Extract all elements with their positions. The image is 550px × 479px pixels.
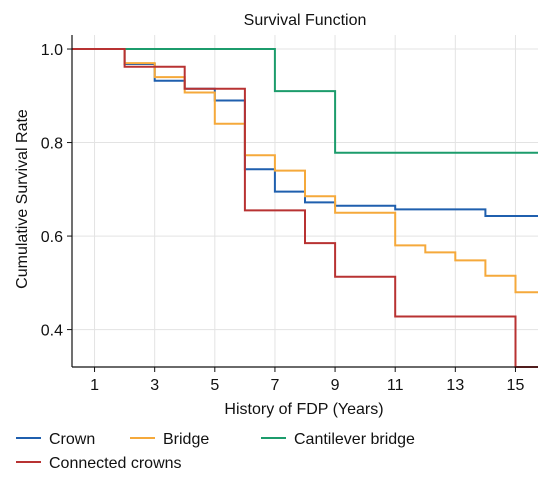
legend-label-crown: Crown xyxy=(49,431,95,448)
legend-label-cantilever-bridge: Cantilever bridge xyxy=(294,431,415,448)
axes xyxy=(67,35,538,372)
x-tick-label: 7 xyxy=(270,377,279,394)
legend-label-bridge: Bridge xyxy=(163,431,209,448)
tick-labels: 1 3 5 7 9 11 13 150.40.60.81.0 xyxy=(41,42,525,394)
y-tick-label: 0.6 xyxy=(41,229,63,246)
series-line-cantilever-bridge xyxy=(72,48,538,154)
chart-title: Survival Function xyxy=(244,12,367,29)
x-tick-label: 11 xyxy=(387,377,404,394)
y-tick-label: 1.0 xyxy=(41,42,63,59)
y-tick-label: 0.8 xyxy=(41,136,63,153)
x-tick-label: 9 xyxy=(331,377,340,394)
legend: Crown Bridge Cantilever bridge Connected cr… xyxy=(16,431,415,472)
legend-label-connected-crowns: Connected crowns xyxy=(49,455,182,472)
x-tick-label: 5 xyxy=(210,377,219,394)
x-tick-label: 15 xyxy=(507,377,525,394)
y-axis-label: Cumulative Survival Rate xyxy=(14,109,31,289)
series-line-bridge xyxy=(72,48,538,294)
x-tick-label: 3 xyxy=(150,377,159,394)
x-tick-label: 1 xyxy=(90,377,99,394)
series-lines xyxy=(72,48,538,368)
x-axis-label: History of FDP (Years) xyxy=(224,401,383,418)
series-line-connected-crowns xyxy=(72,48,538,368)
x-tick-label: 13 xyxy=(446,377,464,394)
y-tick-label: 0.4 xyxy=(41,323,63,340)
